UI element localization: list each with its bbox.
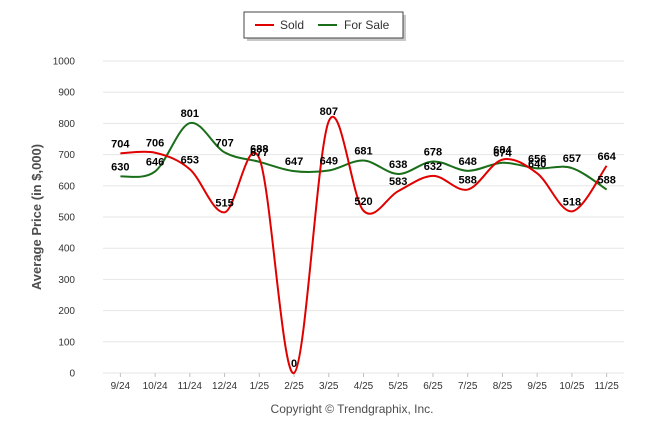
x-tick-label: 11/24 xyxy=(178,381,203,392)
x-tick-label: 8/25 xyxy=(493,381,513,392)
data-label-for-sale: 681 xyxy=(354,146,372,158)
legend-label-sold: Sold xyxy=(280,18,304,32)
x-tick-label: 10/25 xyxy=(559,381,584,392)
data-labels: 704 706 653 515 688 0 807 520 583 632 588 684 640 518… xyxy=(111,106,617,370)
x-tick-label: 1/25 xyxy=(250,381,270,392)
x-tick-label: 11/25 xyxy=(594,381,619,392)
data-label-sold: 583 xyxy=(389,176,407,188)
y-tick-label: 300 xyxy=(58,275,75,286)
data-label-for-sale: 801 xyxy=(181,108,199,120)
data-label-for-sale: 638 xyxy=(389,159,407,171)
data-label-sold: 520 xyxy=(354,196,372,208)
data-label-sold: 684 xyxy=(493,145,512,157)
axes: 0 100 200 300 400 500 600 700 800 900 1000 9/24 10/2… xyxy=(53,57,619,393)
y-tick-label: 800 xyxy=(58,119,75,130)
y-tick-label: 700 xyxy=(58,150,75,161)
data-label-sold: 704 xyxy=(111,138,130,150)
x-tick-label: 2/25 xyxy=(284,381,304,392)
data-label-sold: 640 xyxy=(528,158,546,170)
data-label-sold: 518 xyxy=(563,196,581,208)
y-tick-label: 900 xyxy=(58,88,75,99)
x-tick-label: 9/24 xyxy=(111,381,131,392)
x-tick-label: 4/25 xyxy=(354,381,374,392)
y-tick-label: 1000 xyxy=(53,57,76,68)
x-tick-label: 12/24 xyxy=(212,381,237,392)
legend: Sold For Sale xyxy=(243,11,406,41)
x-tick-label: 5/25 xyxy=(388,381,408,392)
data-label-for-sale: 630 xyxy=(111,161,129,173)
series-line-sold xyxy=(120,116,608,375)
data-label-sold: 653 xyxy=(181,154,199,166)
data-label-for-sale: 677 xyxy=(250,147,268,159)
data-label-for-sale: 656 xyxy=(528,153,546,165)
copyright-caption: Copyright © Trendgraphix, Inc. xyxy=(271,402,434,416)
x-tick-label: 7/25 xyxy=(458,381,478,392)
x-tick-label: 10/24 xyxy=(143,381,168,392)
y-tick-label: 200 xyxy=(58,306,75,317)
data-label-sold: 0 xyxy=(291,358,297,370)
y-axis-label: Average Price (in $,000) xyxy=(29,144,44,290)
series-lines xyxy=(120,116,608,375)
data-label-for-sale: 588 xyxy=(597,175,615,187)
data-label-for-sale: 707 xyxy=(215,137,233,149)
legend-label-for-sale: For Sale xyxy=(344,18,390,32)
data-label-for-sale: 674 xyxy=(493,148,512,160)
y-tick-label: 600 xyxy=(58,181,75,192)
data-label-sold: 706 xyxy=(146,138,164,150)
x-tick-label: 9/25 xyxy=(527,381,547,392)
data-label-for-sale: 649 xyxy=(320,156,338,168)
data-label-for-sale: 678 xyxy=(424,146,442,158)
data-label-sold: 515 xyxy=(215,197,233,209)
y-tick-label: 100 xyxy=(58,337,75,348)
data-label-sold: 664 xyxy=(597,151,616,163)
x-tick-label: 3/25 xyxy=(319,381,339,392)
data-label-sold: 588 xyxy=(459,175,477,187)
data-label-for-sale: 657 xyxy=(563,153,581,165)
data-label-sold: 807 xyxy=(320,106,338,118)
data-label-for-sale: 646 xyxy=(146,156,164,168)
x-tick-label: 6/25 xyxy=(423,381,443,392)
data-label-for-sale: 648 xyxy=(459,156,477,168)
y-tick-label: 0 xyxy=(69,369,75,380)
data-label-sold: 688 xyxy=(250,143,268,155)
data-label-for-sale: 647 xyxy=(285,156,303,168)
gridlines xyxy=(103,60,624,374)
y-tick-label: 500 xyxy=(58,213,75,224)
y-tick-label: 400 xyxy=(58,244,75,255)
data-label-sold: 632 xyxy=(424,161,442,173)
